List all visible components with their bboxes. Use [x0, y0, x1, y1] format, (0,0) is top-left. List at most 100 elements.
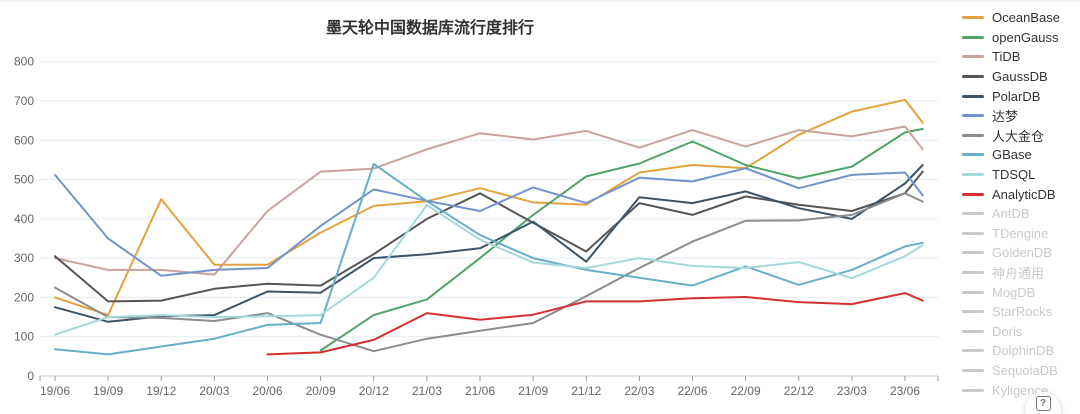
- legend-label-DolphinDB: DolphinDB: [992, 343, 1055, 359]
- x-axis-label-20/03: 20/03: [199, 384, 229, 398]
- legend-swatch-GoldenDB: [962, 251, 984, 255]
- legend-swatch-openGauss: [962, 35, 984, 39]
- x-axis-label-21/09: 21/09: [518, 384, 548, 398]
- series-line-GaussDB[interactable]: [54, 170, 924, 303]
- legend-label-AntDB: AntDB: [992, 206, 1030, 222]
- y-axis-label-300: 300: [14, 251, 34, 265]
- legend-item-Doris[interactable]: Doris: [962, 322, 1080, 342]
- series-line-达梦[interactable]: [54, 167, 924, 277]
- x-axis-label-22/12: 22/12: [784, 384, 814, 398]
- series-line-openGauss[interactable]: [319, 127, 924, 352]
- legend-swatch-StarRocks: [962, 310, 984, 314]
- legend-swatch-TDSQL: [962, 173, 984, 177]
- legend-label-SequoiaDB: SequoiaDB: [992, 362, 1058, 378]
- y-axis-label-700: 700: [14, 94, 34, 108]
- legend-item-GaussDB[interactable]: GaussDB: [962, 67, 1080, 87]
- legend-swatch-TiDB: [962, 55, 984, 59]
- legend-swatch-达梦: [962, 114, 984, 118]
- legend-item-MogDB[interactable]: MogDB: [962, 282, 1080, 302]
- legend-label-OceanBase: OceanBase: [992, 10, 1060, 26]
- legend-label-TiDB: TiDB: [992, 49, 1021, 65]
- legend-item-达梦[interactable]: 达梦: [962, 106, 1080, 126]
- y-axis-label-800: 800: [14, 55, 34, 69]
- legend-label-TDSQL: TDSQL: [992, 167, 1036, 183]
- legend-swatch-MogDB: [962, 290, 984, 294]
- legend-swatch-PolarDB: [962, 94, 984, 98]
- series-line-AnalyticDB[interactable]: [266, 292, 924, 356]
- x-axis-label-21/06: 21/06: [465, 384, 495, 398]
- legend-label-人大金仓: 人大金仓: [992, 128, 1045, 144]
- x-axis-label-20/06: 20/06: [252, 384, 282, 398]
- help-button[interactable]: ?: [1025, 392, 1061, 414]
- line-chart-plot-area: 0 100 200 300 400 500 600 700 800 19/06 19/09 19/12…: [14, 55, 939, 398]
- legend-swatch-AntDB: [962, 212, 984, 216]
- legend-item-TDengine[interactable]: TDengine: [962, 224, 1080, 244]
- chart-title: 墨天轮中国数据库流行度排行: [325, 20, 534, 37]
- legend-label-openGauss: openGauss: [992, 29, 1059, 45]
- legend-label-StarRocks: StarRocks: [992, 304, 1052, 320]
- legend-item-TDSQL[interactable]: TDSQL: [962, 165, 1080, 185]
- legend-swatch-TDengine: [962, 231, 984, 235]
- legend-item-人大金仓[interactable]: 人大金仓: [962, 126, 1080, 146]
- legend-swatch-GaussDB: [962, 75, 984, 79]
- question-icon: ?: [1035, 395, 1051, 411]
- x-axis-label-21/12: 21/12: [571, 384, 601, 398]
- legend-item-PolarDB[interactable]: PolarDB: [962, 86, 1080, 106]
- legend-item-OceanBase[interactable]: OceanBase: [962, 8, 1080, 28]
- chart-legend: OceanBase openGauss TiDB GaussDB PolarDB 达梦人大…: [962, 8, 1080, 400]
- x-axis-label-22/09: 22/09: [731, 384, 761, 398]
- legend-item-StarRocks[interactable]: StarRocks: [962, 302, 1080, 322]
- legend-label-神舟通用: 神舟通用: [992, 266, 1045, 282]
- legend-label-PolarDB: PolarDB: [992, 88, 1041, 104]
- legend-swatch-SequoiaDB: [962, 368, 984, 372]
- series-line-TiDB[interactable]: [54, 125, 924, 276]
- x-axis-label-23/03: 23/03: [837, 384, 867, 398]
- legend-swatch-GBase: [962, 153, 984, 157]
- series-line-PolarDB[interactable]: [54, 164, 924, 323]
- x-axis-label-19/12: 19/12: [146, 384, 176, 398]
- y-axis-label-600: 600: [14, 133, 34, 147]
- legend-label-Doris: Doris: [992, 323, 1023, 339]
- legend-item-openGauss[interactable]: openGauss: [962, 28, 1080, 48]
- x-axis-label-22/06: 22/06: [677, 384, 707, 398]
- legend-item-TiDB[interactable]: TiDB: [962, 47, 1080, 67]
- x-axis-label-19/06: 19/06: [40, 384, 70, 398]
- x-axis-label-20/09: 20/09: [306, 384, 336, 398]
- legend-item-DolphinDB[interactable]: DolphinDB: [962, 341, 1080, 361]
- top-divider: [0, 0, 1080, 2]
- legend-swatch-DolphinDB: [962, 349, 984, 353]
- legend-label-TDengine: TDengine: [992, 225, 1049, 241]
- series-line-人大金仓[interactable]: [54, 192, 924, 353]
- legend-swatch-AnalyticDB: [962, 192, 984, 196]
- series-line-GBase[interactable]: [54, 162, 924, 356]
- legend-label-AnalyticDB: AnalyticDB: [992, 186, 1056, 202]
- legend-item-AntDB[interactable]: AntDB: [962, 204, 1080, 224]
- y-axis-label-200: 200: [14, 290, 34, 304]
- x-axis-label-22/03: 22/03: [624, 384, 654, 398]
- y-axis-label-400: 400: [14, 212, 34, 226]
- legend-item-SequoiaDB[interactable]: SequoiaDB: [962, 361, 1080, 381]
- legend-item-AnalyticDB[interactable]: AnalyticDB: [962, 184, 1080, 204]
- x-axis-label-23/06: 23/06: [890, 384, 920, 398]
- legend-swatch-神舟通用: [962, 271, 984, 275]
- legend-item-GBase[interactable]: GBase: [962, 145, 1080, 165]
- x-axis-label-19/09: 19/09: [93, 384, 123, 398]
- legend-label-GaussDB: GaussDB: [992, 69, 1048, 85]
- legend-swatch-Kyligence: [962, 388, 984, 392]
- y-axis-label-500: 500: [14, 173, 34, 187]
- x-axis-label-20/12: 20/12: [359, 384, 389, 398]
- legend-item-神舟通用[interactable]: 神舟通用: [962, 263, 1080, 283]
- series-line-TDSQL[interactable]: [54, 204, 924, 336]
- y-axis-label-0: 0: [27, 369, 34, 383]
- legend-label-GBase: GBase: [992, 147, 1032, 163]
- legend-swatch-OceanBase: [962, 16, 984, 20]
- y-axis-label-100: 100: [14, 330, 34, 344]
- legend-item-Kyligence[interactable]: Kyligence: [962, 380, 1080, 400]
- legend-swatch-人大金仓: [962, 133, 984, 137]
- legend-label-GoldenDB: GoldenDB: [992, 245, 1052, 261]
- legend-item-GoldenDB[interactable]: GoldenDB: [962, 243, 1080, 263]
- legend-swatch-Doris: [962, 329, 984, 333]
- legend-label-达梦: 达梦: [992, 109, 1019, 125]
- x-axis-label-21/03: 21/03: [412, 384, 442, 398]
